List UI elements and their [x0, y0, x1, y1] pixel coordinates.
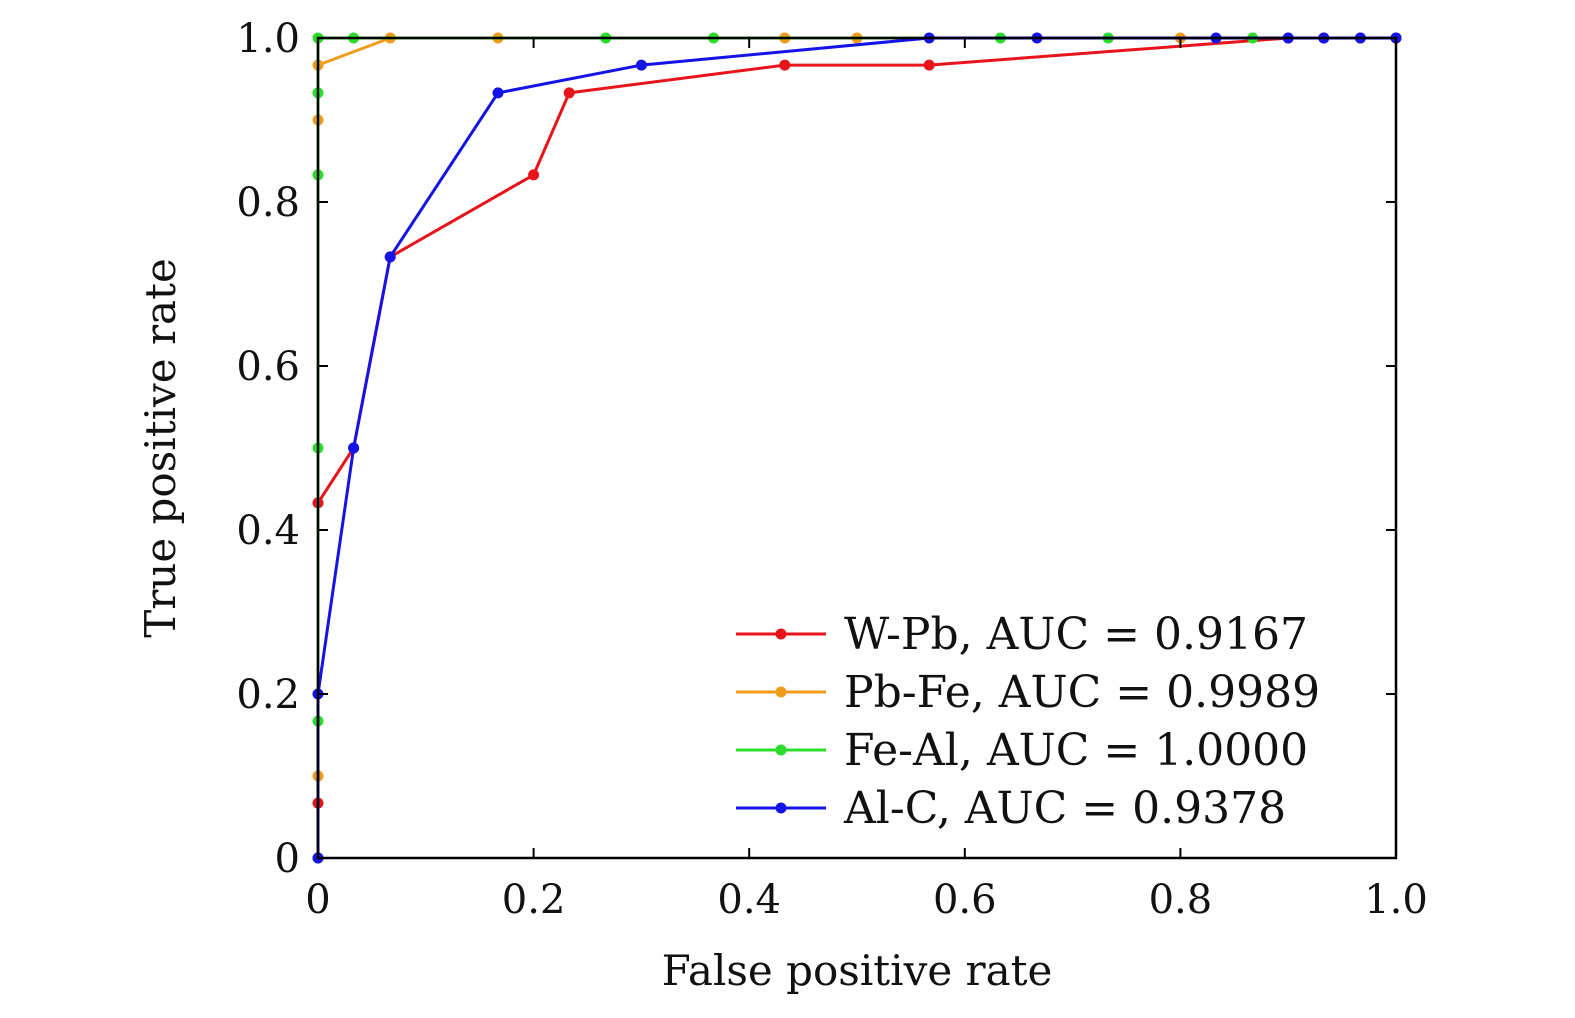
x-tick-label: 1.0 [1364, 877, 1428, 923]
legend-label: Fe-Al, AUC = 1.0000 [844, 725, 1308, 776]
y-axis-title: True positive rate [136, 258, 185, 638]
series-3-point [384, 251, 396, 263]
series-3-point [348, 442, 360, 454]
legend-swatch-marker [775, 802, 787, 814]
x-tick-label: 0.2 [502, 877, 566, 923]
series-3-point [492, 87, 504, 99]
legend-swatch-marker [775, 744, 787, 756]
series-0-point [563, 87, 575, 99]
series-0-point [779, 59, 791, 71]
legend-entry: Fe-Al, AUC = 1.0000 [736, 725, 1308, 776]
y-tick-label: 0.2 [236, 672, 300, 718]
y-tick-label: 0.4 [236, 508, 300, 554]
legend-label: W-Pb, AUC = 0.9167 [844, 609, 1308, 660]
x-axis-title: False positive rate [662, 946, 1053, 995]
x-tick-label: 0.6 [933, 877, 997, 923]
series-3-point [635, 59, 647, 71]
tick-layer: 0 0.2 0.4 0.6 0.8 1.0 0 0.2 0.4 0.6 0.8 1.0 [236, 16, 1427, 923]
x-tick-label: 0.8 [1149, 877, 1213, 923]
series-0-point [528, 169, 540, 181]
legend-entry: Pb-Fe, AUC = 0.9989 [736, 667, 1320, 718]
y-tick-label: 1.0 [236, 16, 300, 62]
legend-swatch-marker [775, 628, 787, 640]
legend-entry: Al-C, AUC = 0.9378 [736, 783, 1286, 834]
y-tick-label: 0.8 [236, 180, 300, 226]
legend: W-Pb, AUC = 0.9167 Pb-Fe, AUC = 0.9989 Fe-… [736, 609, 1320, 834]
legend-entry: W-Pb, AUC = 0.9167 [736, 609, 1308, 660]
plot-frame [316, 36, 1398, 860]
legend-label: Al-C, AUC = 0.9378 [843, 783, 1286, 834]
series-0-point [923, 59, 935, 71]
legend-label: Pb-Fe, AUC = 0.9989 [844, 667, 1320, 718]
x-tick-label: 0.4 [717, 877, 781, 923]
x-tick-label: 0 [305, 877, 330, 923]
y-tick-label: 0.6 [236, 344, 300, 390]
y-tick-label: 0 [275, 836, 300, 882]
legend-swatch-marker [775, 686, 787, 698]
